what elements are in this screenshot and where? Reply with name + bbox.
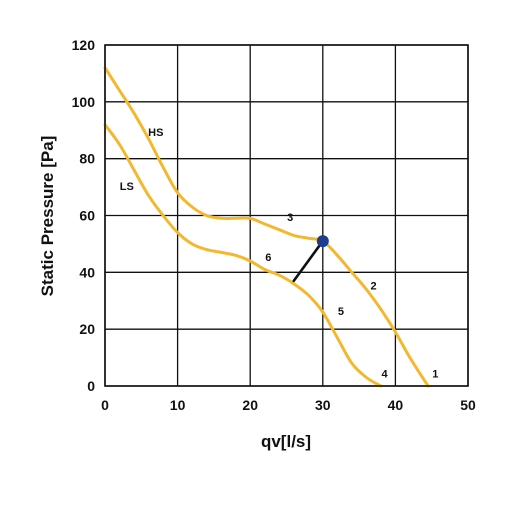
- operating-line: [292, 239, 325, 283]
- y-tick-label: 80: [79, 151, 95, 167]
- curve-label: LS: [120, 181, 134, 193]
- y-tick-label: 120: [72, 37, 96, 53]
- x-tick-label: 50: [460, 397, 476, 413]
- y-tick-label: 60: [79, 208, 95, 224]
- plot-border: [104, 44, 469, 387]
- x-tick-label: 20: [242, 397, 258, 413]
- curve-label: 6: [265, 252, 271, 264]
- curves: [103, 66, 430, 388]
- x-tick-label: 0: [101, 397, 109, 413]
- operating-markers: [292, 235, 329, 283]
- curve-label: 1: [432, 368, 438, 380]
- x-tick-label: 10: [170, 397, 186, 413]
- y-axis-title: Static Pressure [Pa]: [38, 136, 57, 297]
- curve-labels: HS LS 1 2 3 4 5 6: [120, 127, 439, 381]
- operating-point: [316, 235, 329, 248]
- x-axis-title: qv[l/s]: [261, 432, 311, 451]
- curve-hs: [103, 66, 430, 388]
- tick-labels: 0 10 20 30 40 50 0 20 40 60 80 100 120: [72, 37, 476, 413]
- x-tick-label: 30: [315, 397, 331, 413]
- x-tick-label: 40: [388, 397, 404, 413]
- y-tick-label: 20: [79, 321, 95, 337]
- plot-frame: [104, 44, 469, 387]
- curve-label: 4: [381, 368, 388, 380]
- y-tick-label: 100: [72, 94, 96, 110]
- curve-label: HS: [148, 127, 163, 139]
- curve-label: 3: [287, 212, 293, 224]
- y-tick-label: 40: [79, 264, 95, 280]
- y-tick-label: 0: [87, 378, 95, 394]
- curve-label: 5: [338, 306, 344, 318]
- curve-label: 2: [371, 280, 377, 292]
- curve-ls: [103, 123, 383, 388]
